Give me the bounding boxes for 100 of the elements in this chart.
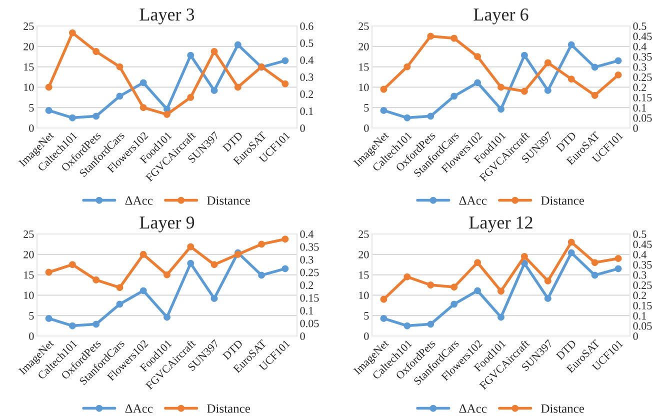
point	[380, 106, 388, 114]
point	[591, 64, 598, 71]
point	[68, 322, 76, 330]
point	[427, 32, 434, 40]
point	[498, 288, 504, 295]
point	[140, 250, 147, 258]
y2-tick-label: 0.5	[633, 22, 646, 30]
point	[380, 86, 388, 93]
point	[140, 79, 147, 86]
y2-tick-label: 0	[633, 124, 638, 132]
y-tick-label: 25	[24, 22, 34, 30]
point	[568, 249, 575, 256]
y-tick-label: 0	[29, 124, 34, 132]
point	[520, 88, 528, 95]
point	[68, 114, 76, 122]
y2-tick-label: 0.15	[633, 302, 652, 310]
point	[544, 86, 552, 94]
point	[45, 84, 52, 91]
point	[187, 260, 194, 267]
y-tick-label: 15	[359, 271, 369, 279]
point	[427, 112, 434, 120]
legend-label: ΔAcc	[125, 196, 153, 205]
y2-tick-label: 0.2	[300, 281, 314, 290]
y2-tick-label: 0.6	[300, 22, 314, 30]
point	[210, 294, 218, 302]
point	[380, 314, 388, 322]
y2-tick-label: 0.25	[633, 73, 652, 82]
point	[45, 106, 52, 114]
point	[210, 261, 218, 268]
chart-title: Layer 9	[140, 216, 194, 232]
y-tick-label: 20	[358, 250, 369, 258]
point	[498, 106, 504, 113]
point	[544, 59, 552, 66]
point	[474, 79, 482, 86]
point	[591, 272, 598, 279]
y2-tick-label: 0.35	[300, 243, 319, 251]
y2-tick-label: 0.45	[633, 240, 652, 248]
point	[404, 273, 411, 280]
point	[544, 294, 552, 302]
y-tick-label: 25	[358, 230, 369, 238]
y-tick-label: 25	[358, 22, 369, 30]
chart-title: Layer 3	[140, 8, 194, 24]
point	[187, 94, 194, 101]
point	[591, 259, 598, 266]
y2-tick-label: 0.35	[633, 53, 652, 61]
point	[404, 322, 411, 330]
legend-label: Distance	[207, 196, 250, 205]
y2-tick-label: 0.2	[633, 84, 646, 92]
y2-tick-label: 0.2	[633, 292, 646, 300]
point	[258, 272, 266, 279]
y-tick-label: 0	[364, 124, 369, 132]
y2-tick-label: 0.4	[300, 56, 314, 64]
point	[45, 314, 52, 322]
point	[282, 80, 289, 88]
point	[568, 41, 575, 48]
point	[210, 48, 218, 55]
point	[92, 320, 100, 328]
point	[568, 76, 575, 83]
point	[187, 243, 194, 250]
y2-tick-label: 0.1	[633, 312, 646, 320]
point	[164, 110, 170, 118]
point	[450, 284, 458, 291]
y-tick-label: 0	[29, 332, 34, 340]
y-tick-label: 5	[364, 312, 369, 320]
legend-label: ΔAcc	[459, 196, 487, 205]
point	[116, 92, 124, 100]
y-tick-label: 20	[24, 250, 34, 258]
point	[614, 57, 622, 64]
y2-tick-label: 0.4	[300, 230, 314, 238]
point	[614, 255, 622, 262]
point	[116, 300, 124, 308]
y2-tick-label: 0.5	[633, 230, 646, 238]
chart-title: Layer 12	[469, 216, 532, 232]
y2-tick-label: 0.35	[633, 261, 652, 269]
y2-tick-label: 0.15	[300, 294, 319, 302]
y2-tick-label: 0.3	[300, 256, 314, 264]
y2-tick-label: 0.2	[300, 90, 314, 98]
y-tick-label: 15	[24, 271, 34, 279]
point	[234, 41, 242, 48]
y2-tick-label: 0	[633, 332, 638, 340]
y-tick-label: 25	[24, 230, 34, 238]
y2-tick-label: 0.3	[633, 63, 646, 71]
point	[474, 53, 482, 60]
y2-tick-label: 0.15	[633, 94, 652, 102]
legend-label: ΔAcc	[459, 404, 487, 413]
y2-tick-label: 0.1	[300, 107, 313, 116]
y-tick-label: 10	[24, 292, 34, 300]
point	[544, 277, 552, 284]
point	[474, 287, 482, 294]
y-tick-label: 10	[359, 84, 369, 92]
point	[68, 29, 76, 36]
point	[92, 48, 100, 55]
point	[282, 236, 289, 243]
point	[140, 287, 147, 294]
point	[282, 265, 289, 272]
point	[614, 265, 622, 272]
y2-tick-label: 0.25	[300, 268, 319, 276]
y2-tick-label: 0.25	[633, 281, 652, 290]
point	[164, 314, 170, 321]
point	[520, 52, 528, 59]
